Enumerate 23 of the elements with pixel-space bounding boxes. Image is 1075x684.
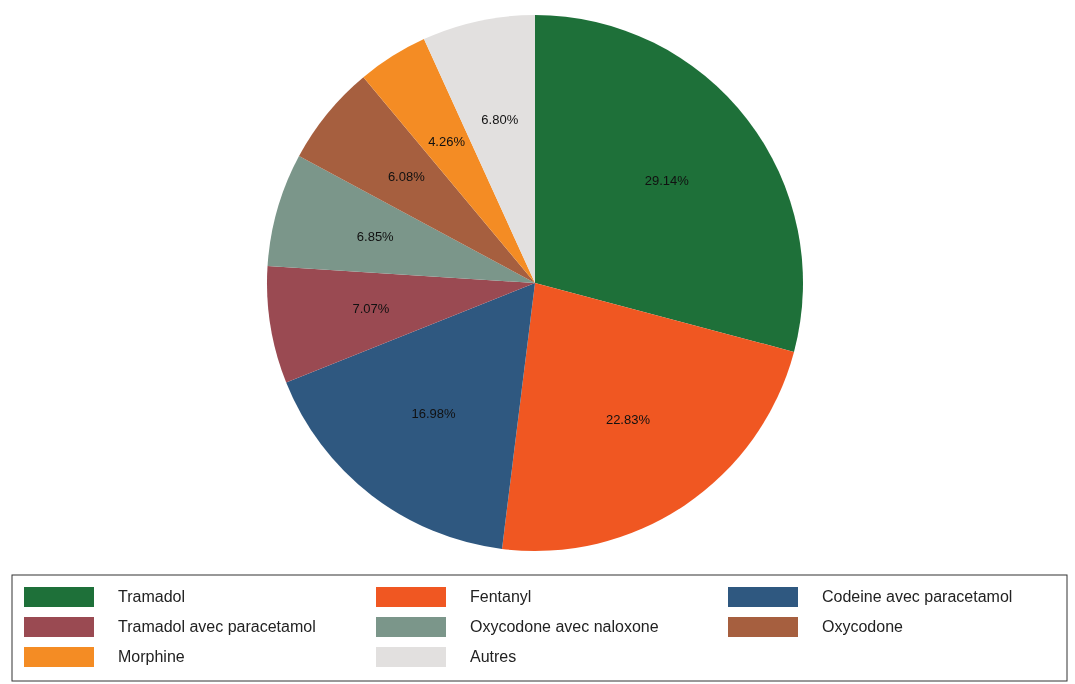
data-label: 7.07% [352,300,390,316]
legend-label: Oxycodone avec naloxone [470,618,659,635]
pie-slice [299,77,535,283]
data-label: 6.80% [481,112,519,128]
data-label: 6.85% [356,228,395,244]
pie-slice [502,283,794,551]
pie-slice [535,15,803,352]
pie-slice [286,283,535,549]
legend-label: Morphine [118,648,185,665]
data-label: 4.26% [428,133,466,149]
legend-label: Tramadol avec paracetamol [118,618,316,635]
pie-slice [267,155,535,283]
data-label: 29.14% [644,173,690,189]
legend-label: Fentanyl [470,588,532,605]
data-label: 6.08% [387,169,426,185]
legend-label: Autres [470,648,517,665]
data-label: 16.98% [411,406,457,422]
pie-slice [423,15,535,283]
legend-label: Tramadol [118,588,185,605]
legend-label: Codeine avec paracetamol [822,588,1013,605]
data-label: 22.83% [605,412,651,428]
legend-label: Oxycodone [822,618,904,635]
pie-slice [267,265,535,383]
